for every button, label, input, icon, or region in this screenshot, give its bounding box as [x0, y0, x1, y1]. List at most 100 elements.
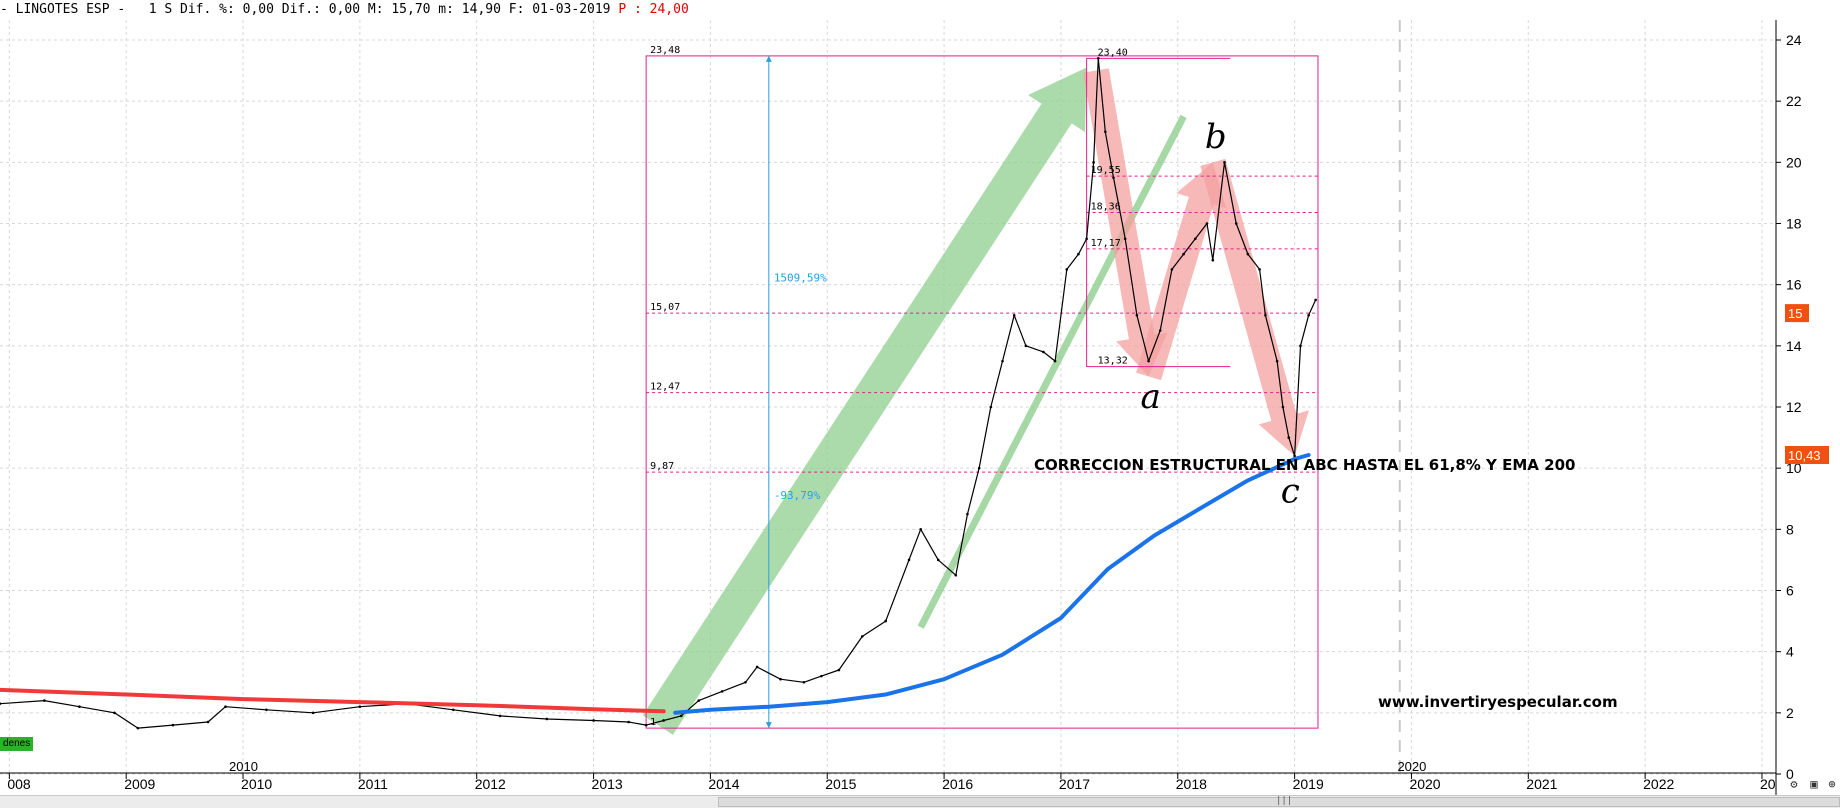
period: 1 S: [148, 2, 173, 17]
price-point: [802, 680, 806, 684]
measure-down-label: -93,79%: [774, 489, 821, 502]
wave-label-c: c: [1281, 472, 1300, 512]
price-point: [171, 723, 175, 727]
price-point: [1092, 161, 1095, 164]
price-point: [1246, 252, 1250, 256]
fibonacci-box-label: 23,48: [650, 45, 680, 56]
save-icon[interactable]: ▣: [1810, 777, 1818, 791]
y-tick-label: 4: [1786, 644, 1794, 660]
price-point: [954, 573, 958, 577]
x-tick-label: 2019: [1293, 776, 1324, 792]
x-tick-label: 20: [1760, 776, 1776, 792]
series-line-long_avg: [0, 687, 666, 714]
price-point: [966, 512, 969, 516]
price-tag-label: 15: [1788, 306, 1802, 321]
zoom-icon[interactable]: ⊕: [1828, 777, 1836, 791]
y-tick-label: 20: [1786, 154, 1802, 170]
price-point: [1123, 237, 1127, 241]
price-point: [1234, 222, 1238, 225]
price-point: [1024, 344, 1028, 348]
price-point: [977, 466, 981, 470]
price-point: [679, 714, 683, 718]
x-tick-label: 2017: [1059, 776, 1090, 792]
price-tag-bg: [1785, 304, 1809, 323]
measure-up-label: 1509,59%: [774, 272, 827, 285]
price-point: [498, 714, 502, 718]
price-point: [224, 705, 227, 709]
price-point: [627, 720, 630, 724]
price-point: [644, 723, 648, 727]
legend-tag: denes: [0, 737, 34, 751]
price-point: [1264, 313, 1267, 317]
price-point: [662, 719, 665, 722]
red-wave-arrow: [1136, 162, 1227, 381]
price-point: [358, 705, 362, 709]
price-point: [1104, 130, 1107, 134]
horizontal-scrollbar[interactable]: |||: [0, 795, 1840, 808]
price-point: [0, 702, 2, 705]
x-tick-label: 2010: [241, 776, 272, 792]
upper-year-label: 2010: [229, 759, 258, 774]
price-point: [1001, 359, 1004, 363]
price-point: [1042, 350, 1045, 354]
price-point: [1065, 268, 1069, 271]
green-trend-line: [917, 114, 1187, 629]
price-point: [1314, 298, 1317, 302]
price-point: [720, 690, 724, 693]
x-tick-label: 2016: [942, 776, 973, 792]
price-point: [1275, 359, 1279, 363]
price-point: [820, 674, 823, 678]
y-tick-label: 8: [1786, 521, 1794, 537]
price-point: [452, 708, 455, 712]
price-point: [78, 705, 81, 709]
x-tick-label: 2018: [1176, 776, 1207, 792]
x-tick-label: 2009: [124, 776, 155, 792]
y-tick-label: 0: [1786, 766, 1794, 782]
y-tick-label: 16: [1786, 277, 1802, 293]
upper-year-label: 2020: [1397, 759, 1426, 774]
price-point: [989, 405, 993, 409]
fibonacci-level-label: 17,17: [1091, 238, 1121, 249]
fibonacci-level-label: 18,36: [1091, 201, 1121, 212]
price-point: [311, 711, 315, 715]
p-readout: P : 24,00: [618, 2, 689, 17]
series-line-ema200: [673, 453, 1311, 715]
x-tick-label: 008: [7, 776, 31, 792]
fibonacci-level-label: 12,47: [650, 382, 680, 393]
price-point: [919, 528, 923, 531]
wave-label-a: a: [1141, 377, 1161, 417]
chart-settings-icon[interactable]: ⚙: [1790, 777, 1798, 791]
x-tick-label: 2020: [1409, 776, 1440, 792]
price-point: [1085, 237, 1088, 241]
red-wave-arrow: [1083, 68, 1168, 377]
y-tick-label: 24: [1786, 32, 1802, 48]
price-point: [1158, 329, 1162, 332]
y-tick-label: 22: [1786, 93, 1802, 109]
price-point: [837, 668, 841, 672]
price-point: [1135, 313, 1139, 317]
price-point: [755, 665, 759, 669]
red-wave-arrow: [1200, 158, 1309, 456]
y-tick-label: 10: [1786, 460, 1802, 476]
price-point: [1053, 359, 1057, 363]
price-point: [779, 677, 782, 681]
fibonacci-level-label: 19,55: [1091, 165, 1121, 176]
x-tick-label: 2014: [708, 776, 739, 792]
price-point: [860, 635, 864, 638]
x-tick-label: 2013: [592, 776, 623, 792]
watermark-text: www.invertiryespecular.com: [1378, 693, 1618, 711]
price-point: [884, 619, 887, 623]
y-tick-label: 14: [1786, 338, 1802, 354]
price-point: [1281, 405, 1285, 409]
fibonacci-level-label: 9,87: [650, 461, 674, 472]
scrollbar-grip[interactable]: |||: [1276, 796, 1293, 806]
price-point: [1287, 436, 1291, 439]
price-point: [1097, 57, 1100, 60]
y-axis-panel: [1776, 20, 1840, 795]
price-point: [1112, 176, 1115, 179]
price-point: [1223, 161, 1226, 164]
measure-arrow-down: [765, 722, 772, 729]
x-tick-label: 2012: [475, 776, 506, 792]
x-tick-label: 2015: [825, 776, 856, 792]
